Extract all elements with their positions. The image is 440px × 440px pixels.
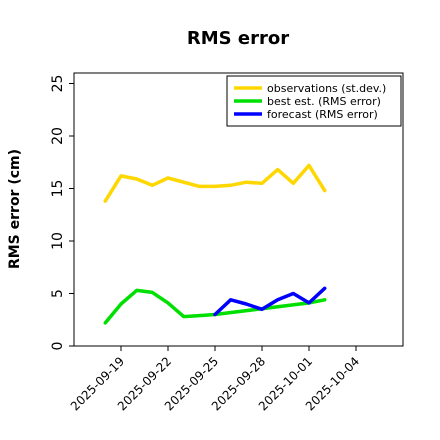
y-axis-label: RMS error (cm) [7,149,23,269]
legend-label-0: observations (st.dev.) [267,82,386,95]
y-tick-label-3: 15 [50,180,66,198]
y-tick-label-5: 25 [50,75,66,93]
chart-title: RMS error [187,28,289,49]
series-line-0 [103,163,327,203]
y-tick-label-1: 5 [50,289,66,298]
y-axis-ticks: 0 5 10 15 20 25 [50,75,74,351]
series-line-2 [213,286,327,317]
legend-label-1: best est. (RMS error) [267,95,381,108]
y-tick-label-4: 20 [50,127,66,145]
plot-frame [73,72,404,347]
legend: observations (st.dev.)best est. (RMS err… [226,75,402,127]
x-axis-ticks: 2025-09-192025-09-222025-09-252025-09-28… [68,346,362,413]
series-layer [103,163,327,325]
legend-label-2: forecast (RMS error) [267,108,378,121]
y-tick-label-0: 0 [50,342,66,351]
y-tick-label-2: 10 [50,232,66,250]
